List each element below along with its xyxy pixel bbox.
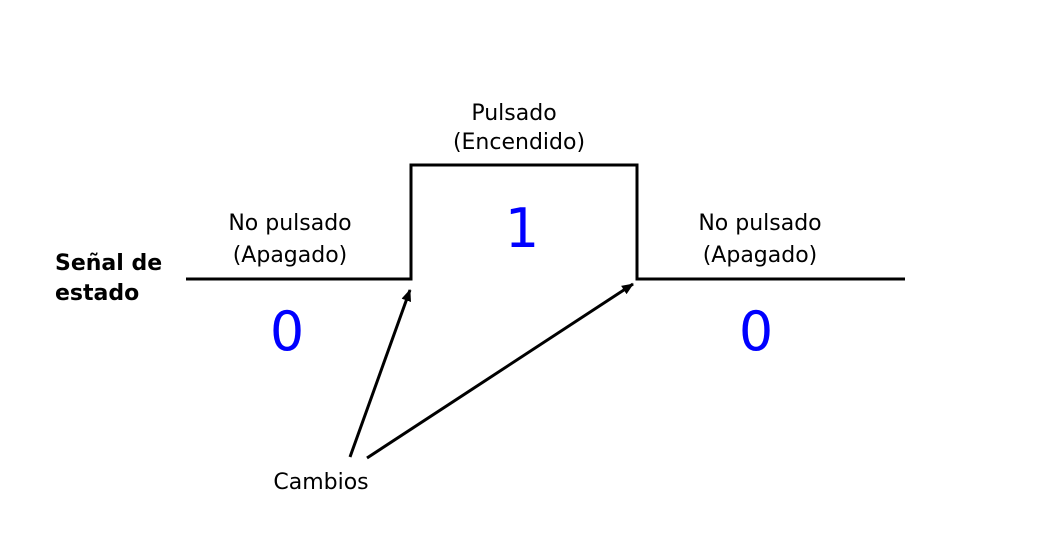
change-arrow-rising-edge bbox=[348, 289, 412, 458]
state-off-right-value: 0 bbox=[739, 300, 773, 363]
state-off-left-value: 0 bbox=[270, 300, 304, 363]
state-off-right-label-line2: (Apagado) bbox=[703, 243, 818, 268]
state-on-label-line1: Pulsado bbox=[471, 101, 556, 126]
changes-label: Cambios bbox=[273, 470, 368, 495]
state-off-left-label-line1: No pulsado bbox=[228, 211, 351, 236]
signal-label-line2: estado bbox=[55, 281, 139, 306]
change-arrow-falling-edge bbox=[366, 282, 634, 460]
signal-waveform bbox=[186, 163, 905, 281]
state-off-left-label-line2: (Apagado) bbox=[233, 243, 348, 268]
state-off-right-label-line1: No pulsado bbox=[698, 211, 821, 236]
signal-label-line1: Señal de bbox=[55, 251, 162, 276]
state-on-label-line2: (Encendido) bbox=[453, 130, 585, 155]
state-on-value: 1 bbox=[505, 197, 539, 260]
